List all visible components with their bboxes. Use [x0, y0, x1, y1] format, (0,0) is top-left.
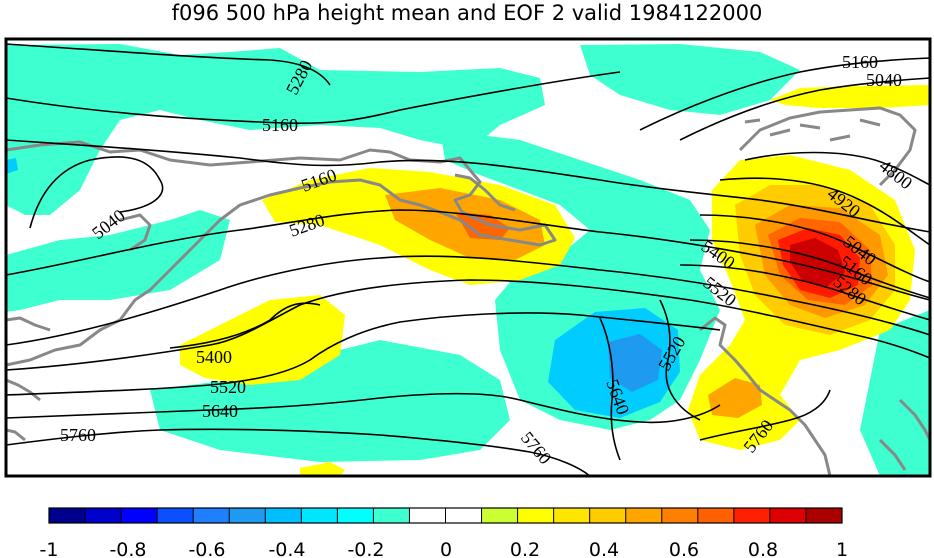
coastline-hudson	[454, 173, 516, 212]
colorbar-swatch	[625, 508, 663, 523]
colorbar-tick-label: -0.4	[268, 539, 305, 558]
colorbar-tick-label: 0.8	[748, 539, 778, 558]
height-contours	[6, 43, 930, 476]
colorbar-swatch	[409, 508, 446, 523]
colorbar-tick-label: 0.4	[589, 539, 619, 558]
contour-label: 5160	[842, 52, 878, 72]
colorbar-swatch	[157, 508, 194, 523]
plot-frame	[4, 37, 932, 478]
contour-5040-northeast	[679, 77, 930, 141]
colorbar-swatch	[229, 508, 266, 523]
contour-5280-mid	[6, 209, 930, 301]
colorbar-swatch	[553, 508, 591, 523]
coastline-greenland-islands	[744, 118, 881, 142]
colorbar-tick-label: 0	[440, 539, 452, 558]
colorbar-swatch	[301, 508, 338, 523]
neg-region-southwest	[150, 340, 510, 462]
contour-label: 5160	[262, 115, 298, 135]
colorbar-swatch	[769, 508, 807, 523]
contour-5760-south	[6, 428, 591, 476]
colorbar-swatch	[49, 508, 86, 523]
contour-label: 5760	[60, 425, 96, 445]
contour-5040-west	[29, 156, 164, 229]
colorbar-swatch	[445, 508, 482, 523]
colorbar	[48, 507, 843, 524]
coastline-east-edge	[878, 398, 930, 471]
contour-label: 5760	[517, 428, 555, 468]
colorbar-tick-label: 0.6	[669, 539, 699, 558]
contour-5400-mid	[6, 255, 930, 346]
colorbar-tick-label: -0.6	[188, 539, 225, 558]
pos-region-southwest-yellow	[180, 295, 345, 385]
contour-label: 4800	[876, 155, 917, 193]
chart-title: f096 500 hPa height mean and EOF 2 valid…	[171, 1, 763, 25]
colorbar-tick-labels: -1 -0.8 -0.6 -0.4 -0.2 0 0.2 0.4 0.6 0.8…	[40, 539, 849, 558]
contour-5640-south	[6, 392, 721, 424]
colorbar-swatch	[373, 508, 410, 523]
colorbar-swatch	[121, 508, 158, 523]
contour-5040-east	[699, 214, 930, 283]
contour-5280-east	[679, 264, 930, 321]
coastline-greenland	[738, 106, 917, 187]
contour-4920-ring	[719, 177, 930, 246]
colorbar-swatch	[805, 508, 843, 523]
contour-5640-center	[599, 317, 621, 461]
colorbar-swatch	[85, 508, 122, 523]
colorbar-swatch	[661, 508, 699, 523]
contour-5160-northeast	[639, 57, 930, 131]
contour-5520-southwest	[6, 312, 721, 396]
colorbar-swatch	[265, 508, 302, 523]
colorbar-swatch	[589, 508, 627, 523]
neg-region-west	[6, 210, 230, 312]
colorbar-swatch	[697, 508, 735, 523]
contour-label: 5520	[210, 377, 246, 397]
contour-5280-north	[6, 43, 331, 86]
colorbar-tick-label: -0.8	[109, 539, 146, 558]
colorbar-swatch	[517, 508, 555, 523]
contour-4800-ring	[744, 151, 930, 186]
colorbar-swatch	[193, 508, 230, 523]
colorbar-tick-label: 0.2	[510, 539, 540, 558]
coastline-alaska-islands	[6, 316, 51, 442]
coastline-west	[119, 213, 152, 252]
contour-5160-east	[689, 239, 930, 299]
colorbar-swatch	[481, 508, 518, 523]
colorbar-swatch	[733, 508, 771, 523]
contour-label: 5400	[196, 347, 232, 367]
contour-5520-center	[659, 299, 701, 421]
neg-region-northeast	[580, 44, 800, 115]
coastline-europe-africa	[699, 316, 832, 476]
colorbar-frame	[48, 507, 843, 524]
pos-region-east-core	[790, 238, 845, 288]
colorbar-tick-label: -1	[40, 539, 59, 558]
pos-region-center-dark	[455, 212, 510, 240]
coastlines	[6, 106, 930, 476]
contour-5400-southwest	[169, 302, 321, 349]
pos-region-northeast-yellow	[770, 85, 930, 108]
neg-region-small	[6, 158, 18, 174]
colorbar-tick-label: -0.2	[347, 539, 384, 558]
contour-5520-mid	[6, 279, 930, 371]
contour-5160-mid	[6, 139, 930, 233]
colorbar-tick-label: 1	[836, 539, 848, 558]
contour-5760-southeast	[699, 389, 831, 441]
contour-label: 5040	[866, 70, 902, 90]
neg-region-nw	[6, 44, 545, 215]
contour-label: 5640	[202, 401, 238, 421]
contour-5160-north	[6, 71, 621, 125]
colorbar-swatch	[337, 508, 374, 523]
pos-region-small-south	[300, 462, 345, 476]
neg-region-core	[608, 334, 662, 392]
coastline-north-america	[6, 140, 557, 367]
pos-region-southeast-orange	[708, 378, 762, 418]
